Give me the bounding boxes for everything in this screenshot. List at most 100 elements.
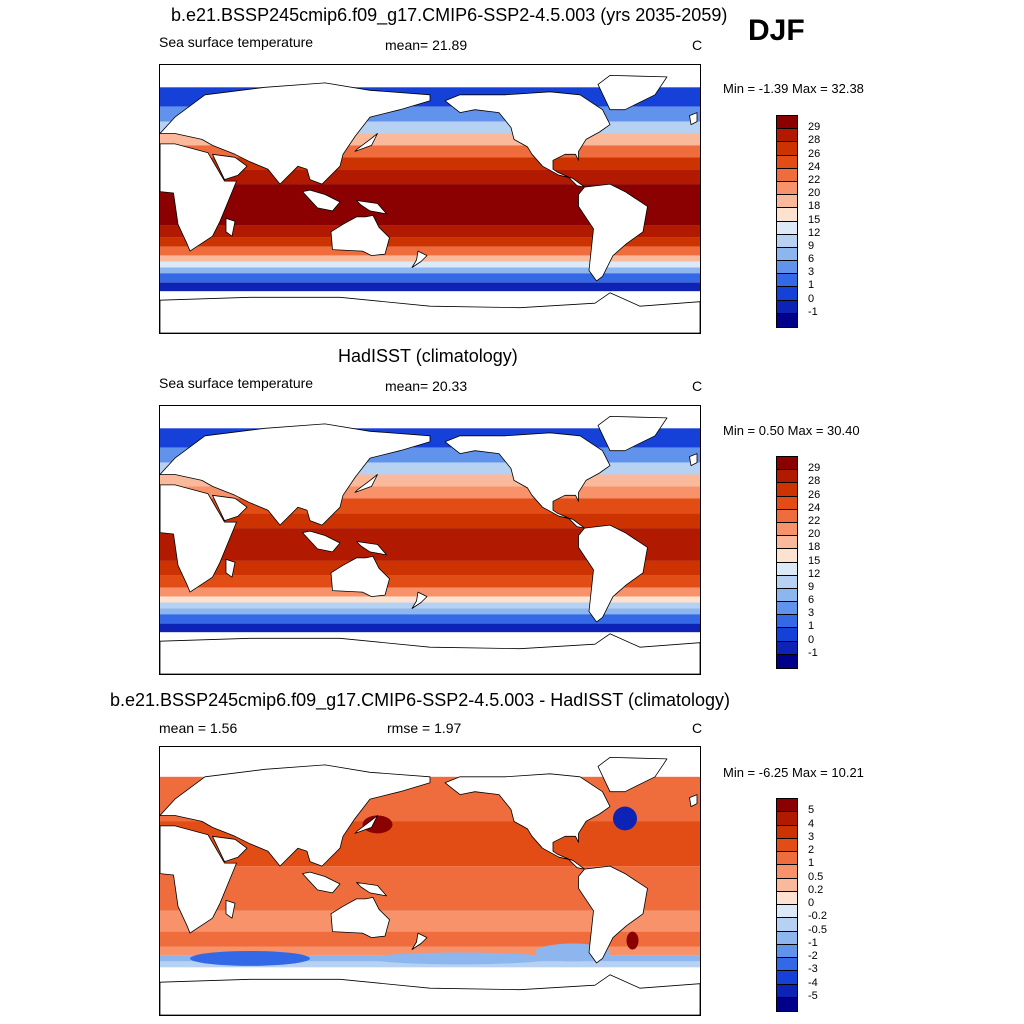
land-outline xyxy=(597,757,668,793)
min-max-label: Min = -6.25 Max = 10.21 xyxy=(723,765,864,780)
land-outline xyxy=(160,292,700,333)
sst-band xyxy=(160,961,700,968)
colorbar-swatch xyxy=(777,496,797,510)
land-outline xyxy=(225,559,236,578)
colorbar-tick-label: 24 xyxy=(808,160,821,173)
land-outline xyxy=(411,932,428,950)
colorbar-swatch xyxy=(777,865,797,879)
colorbar-swatch xyxy=(777,971,797,985)
colorbar-tick-label: -1 xyxy=(808,936,818,949)
colorbar-swatch xyxy=(777,878,797,892)
sst-band xyxy=(160,486,700,499)
sst-band xyxy=(160,267,700,274)
colorbar-swatch xyxy=(777,958,797,972)
anomaly-feature xyxy=(362,815,393,834)
map-diff xyxy=(159,746,701,1016)
colorbar-swatch xyxy=(777,208,797,222)
land-outline xyxy=(356,200,387,215)
sst-band xyxy=(160,406,700,429)
land-outline xyxy=(689,112,698,125)
sst-band xyxy=(160,575,700,588)
land-outline xyxy=(225,900,236,919)
land-outline xyxy=(302,530,341,553)
colorbar-swatch xyxy=(777,221,797,235)
colorbar-tick-label: 0 xyxy=(808,633,815,646)
colorbar-tick-label: 15 xyxy=(808,554,821,567)
land-outline xyxy=(160,764,431,867)
anomaly-feature xyxy=(613,806,637,831)
map-model xyxy=(159,64,701,334)
land-outline xyxy=(212,835,248,862)
colorbar-tick-label: -3 xyxy=(808,963,818,976)
mean-label: mean = 1.56 xyxy=(159,720,238,736)
sst-band xyxy=(160,910,700,932)
land-outline xyxy=(212,494,248,521)
colorbar-swatch xyxy=(777,300,797,314)
sst-band xyxy=(160,596,700,603)
land-outline xyxy=(411,250,428,268)
colorbar-tick-label: 15 xyxy=(808,213,821,226)
land-outline xyxy=(160,423,431,526)
land-outline xyxy=(160,633,700,674)
map-canvas xyxy=(160,747,700,1015)
sst-band xyxy=(160,169,700,185)
sst-band xyxy=(160,623,700,633)
sst-band xyxy=(160,121,700,134)
variable-label: Sea surface temperature xyxy=(159,375,314,391)
sst-band xyxy=(160,65,700,88)
colorbar-swatch xyxy=(777,615,797,629)
colorbar-swatch xyxy=(777,575,797,589)
colorbar-swatch xyxy=(777,274,797,288)
sst-band xyxy=(160,946,700,956)
land-outline xyxy=(444,91,611,188)
colorbar-tick-label: 3 xyxy=(808,266,815,279)
sst-band xyxy=(160,931,700,947)
colorbar-swatch xyxy=(777,129,797,143)
sst-band xyxy=(160,255,700,262)
land-outline xyxy=(212,153,248,180)
land-outline xyxy=(356,541,387,556)
colorbar-tick-label: 3 xyxy=(808,607,815,620)
colorbar-tick-label: 20 xyxy=(808,187,821,200)
sst-band xyxy=(160,225,700,238)
units-label: C xyxy=(692,720,703,736)
panel-title-obs: HadISST (climatology) xyxy=(338,346,518,366)
units-label: C xyxy=(692,37,703,53)
land-outline xyxy=(597,416,668,452)
colorbar-obs xyxy=(776,456,798,669)
colorbar-swatch xyxy=(777,891,797,905)
colorbar-tick-label: 5 xyxy=(808,804,815,817)
land-outline xyxy=(354,133,378,152)
land-outline xyxy=(160,825,237,934)
colorbar-tick-label: 26 xyxy=(808,488,821,501)
rmse-label: rmse = 1.97 xyxy=(387,720,462,736)
land-outline xyxy=(578,865,648,964)
colorbar-swatch xyxy=(777,457,797,471)
land-outline xyxy=(578,183,648,282)
colorbar-swatch xyxy=(777,483,797,497)
colorbar-swatch xyxy=(777,168,797,182)
land-outline xyxy=(689,794,698,807)
colorbar-swatch xyxy=(777,852,797,866)
colorbar-swatch xyxy=(777,905,797,919)
colorbar-swatch xyxy=(777,536,797,550)
colorbar-swatch xyxy=(777,509,797,523)
panel-title-model: b.e21.BSSP245cmip6.f09_g17.CMIP6-SSP2-4.… xyxy=(171,5,728,25)
colorbar-tick-label: 9 xyxy=(808,239,815,252)
mean-label: mean= 20.33 xyxy=(385,378,468,394)
anomaly-feature xyxy=(370,952,550,965)
colorbar-swatch xyxy=(777,931,797,945)
sst-band xyxy=(160,602,700,609)
land-outline xyxy=(578,524,648,623)
colorbar-swatch xyxy=(777,313,797,327)
colorbar-swatch xyxy=(777,181,797,196)
colorbar-swatch xyxy=(777,838,797,852)
colorbar-tick-label: 0.2 xyxy=(808,883,824,896)
land-outline xyxy=(330,556,390,597)
panel-title-diff: b.e21.BSSP245cmip6.f09_g17.CMIP6-SSP2-4.… xyxy=(110,690,730,710)
sst-band xyxy=(160,261,700,268)
land-outline xyxy=(689,453,698,466)
land-outline xyxy=(160,82,431,185)
land-outline xyxy=(160,143,237,252)
colorbar-tick-label: 18 xyxy=(808,200,821,213)
